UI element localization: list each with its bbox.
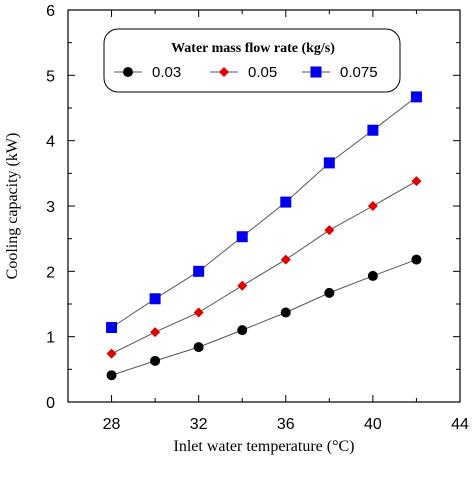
- legend-label: 0.03: [152, 64, 181, 81]
- legend: Water mass flow rate (kg/s) 0.03 0.05 0.07…: [103, 28, 401, 93]
- data-point: [149, 293, 161, 305]
- legend-marker: [219, 67, 229, 77]
- data-point: [367, 201, 378, 211]
- series-lines: [111, 96, 417, 376]
- data-point: [106, 370, 117, 381]
- data-point: [411, 176, 422, 187]
- legend-items: 0.03 0.05 0.075: [114, 64, 378, 81]
- data-point: [280, 307, 291, 318]
- data-point: [280, 254, 291, 265]
- y-tick-label: 0: [46, 395, 55, 412]
- data-point: [324, 287, 335, 298]
- data-point: [236, 231, 248, 243]
- x-tick-label: 40: [364, 416, 382, 433]
- data-point: [323, 157, 335, 169]
- legend-title: Water mass flow rate (kg/s): [171, 41, 335, 56]
- y-tick-label: 2: [46, 264, 55, 281]
- x-tick-label: 28: [103, 416, 121, 433]
- legend-label: 0.05: [248, 64, 277, 81]
- data-point: [237, 325, 248, 336]
- data-point: [411, 254, 422, 265]
- data-point: [150, 327, 161, 338]
- data-point: [193, 265, 205, 277]
- data-point: [237, 280, 248, 291]
- series-line-2: [111, 96, 417, 328]
- data-point: [150, 355, 161, 366]
- data-point: [410, 91, 422, 103]
- y-tick-label: 1: [46, 330, 55, 347]
- legend-label: 0.075: [340, 64, 378, 81]
- x-tick-label: 44: [451, 416, 469, 433]
- y-tick-label: 4: [46, 134, 55, 151]
- data-point: [367, 270, 378, 281]
- series-line-1: [111, 180, 417, 355]
- y-axis-title: Cooling capacity (kW): [4, 133, 21, 280]
- data-point: [324, 225, 335, 236]
- x-axis-title: Inlet water temperature (°C): [174, 438, 355, 455]
- series-line-0: [111, 259, 417, 376]
- y-tick-label: 5: [46, 68, 55, 85]
- ticks: 28 32 36 40 44 0 1 2 3 4 5 6: [46, 3, 469, 433]
- legend-box: [103, 28, 401, 93]
- data-point: [280, 196, 292, 208]
- legend-marker: [310, 66, 322, 78]
- legend-marker: [123, 67, 133, 77]
- y-tick-label: 3: [46, 199, 55, 216]
- y-tick-label: 6: [46, 3, 55, 20]
- data-point: [106, 322, 118, 334]
- x-tick-label: 32: [190, 416, 208, 433]
- x-tick-label: 36: [277, 416, 295, 433]
- series-markers: [106, 91, 422, 381]
- data-point: [193, 307, 204, 318]
- data-point: [367, 124, 379, 136]
- data-point: [193, 342, 204, 353]
- data-point: [106, 348, 117, 359]
